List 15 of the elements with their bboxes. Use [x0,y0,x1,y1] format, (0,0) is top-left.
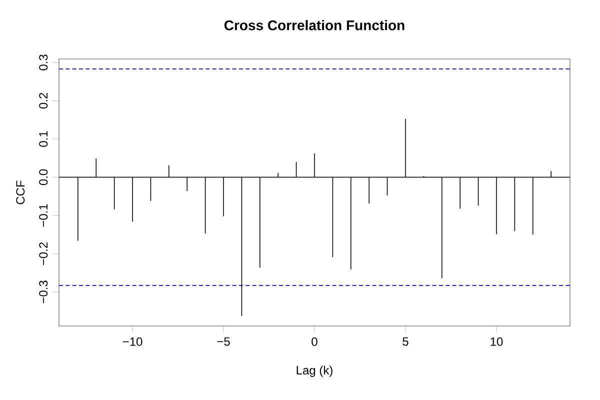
chart-title: Cross Correlation Function [224,20,404,30]
x-tick-label: 10 [490,337,503,346]
y-tick-label: −0.2 [39,242,48,265]
y-tick-label: 0.1 [39,131,48,147]
y-tick-label: −0.3 [39,280,48,304]
y-tick-label: 0.0 [39,169,48,186]
x-tick-label: 0 [312,337,318,346]
y-tick-label: 0.2 [39,92,48,109]
x-tick-label: 5 [402,337,408,346]
y-tick-label: −0.1 [39,204,48,227]
y-tick-label: 0.3 [39,54,48,70]
x-tick-label: −5 [217,337,230,346]
x-axis-title: Lag (k) [296,366,332,377]
x-tick-label: −10 [122,337,142,346]
y-axis-title: CCF [16,180,25,204]
